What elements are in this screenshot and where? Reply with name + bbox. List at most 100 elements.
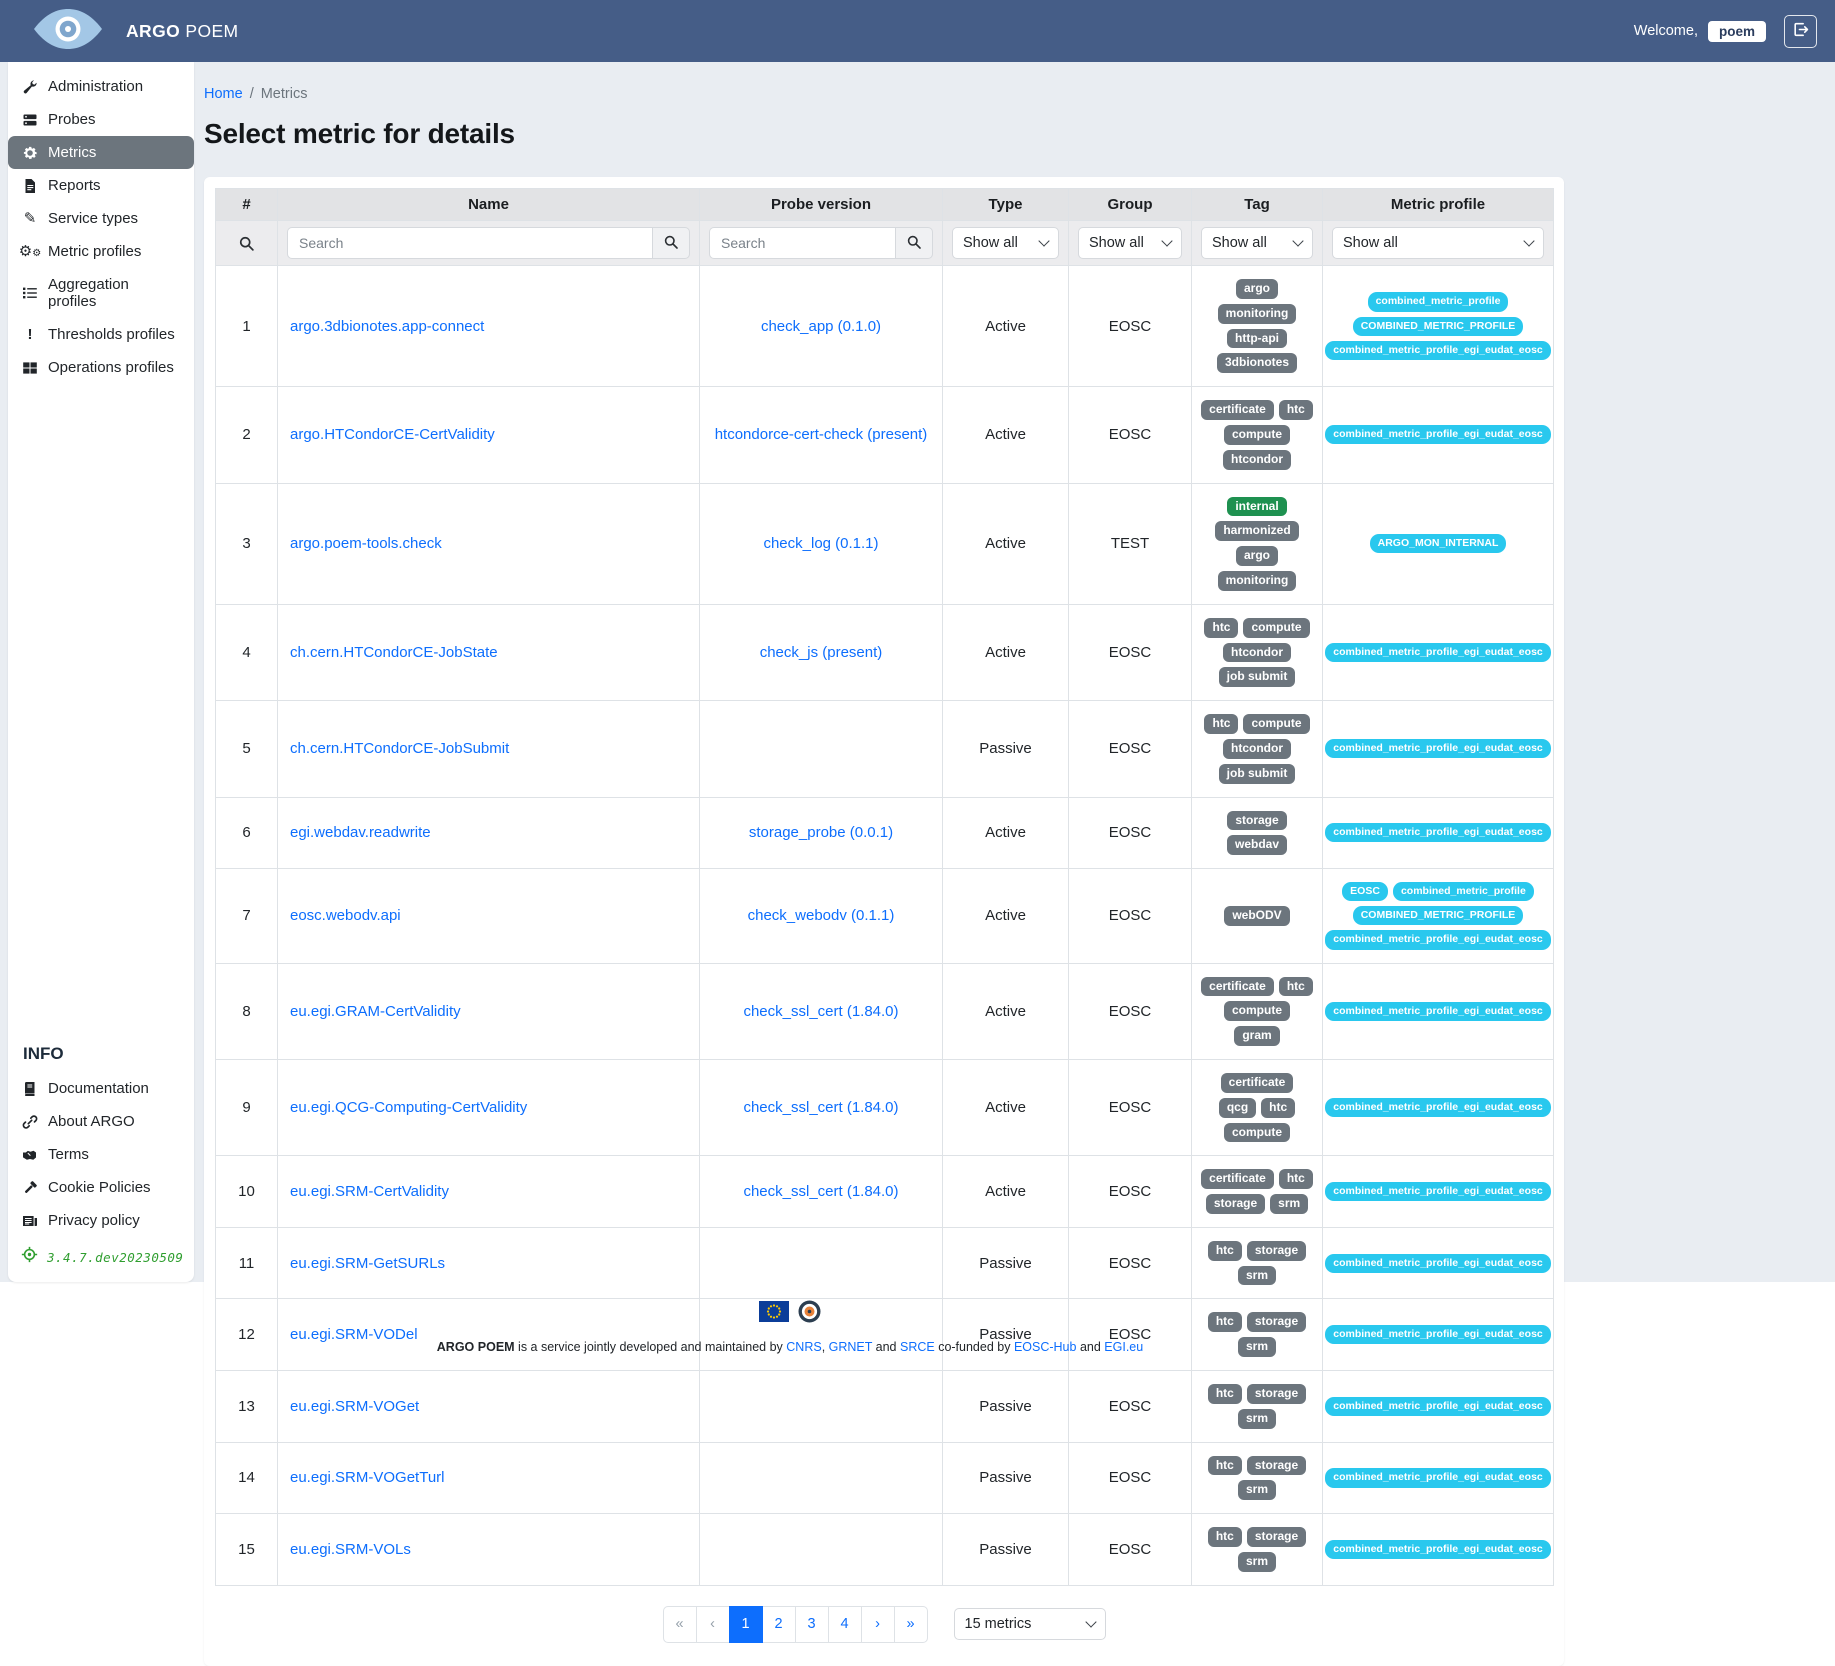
tag-badge: srm: [1237, 1337, 1276, 1358]
sidebar-item-label: Reports: [48, 177, 101, 194]
metric-name-link[interactable]: eosc.webodv.api: [290, 907, 401, 925]
footer-link-cnrs[interactable]: CNRS: [786, 1340, 822, 1354]
logout-button[interactable]: [1784, 14, 1817, 48]
sidebar-item-reports[interactable]: Reports: [8, 169, 194, 202]
col-header-name: Name: [277, 188, 700, 221]
metric-profile-badge: combined_metric_profile_egi_eudat_eosc: [1325, 930, 1551, 950]
metric-name-link[interactable]: eu.egi.GRAM-CertValidity: [290, 1002, 461, 1020]
metric-name-link[interactable]: eu.egi.SRM-VODel: [290, 1326, 418, 1344]
page-size-select[interactable]: 15 metrics: [953, 1608, 1106, 1641]
metric-name-link[interactable]: eu.egi.QCG-Computing-CertValidity: [290, 1099, 528, 1117]
footer-text-part: ,: [821, 1340, 829, 1354]
sidebar-item-aggregation-profiles[interactable]: Aggregation profiles: [8, 268, 194, 318]
username-badge: poem: [1707, 20, 1766, 42]
tag-badge: htc: [1207, 1527, 1242, 1548]
type-filter-select[interactable]: Show all: [952, 227, 1059, 259]
sidebar-item-service-types[interactable]: ✎ Service types: [8, 202, 194, 235]
table-row: 14 eu.egi.SRM-VOGetTurl Passive EOSC htc stor…: [215, 1441, 1554, 1515]
probe-version-link[interactable]: check_log (0.1.1): [763, 535, 879, 553]
tag-badge: certificate: [1201, 976, 1274, 997]
metric-group: EOSC: [1068, 1298, 1192, 1372]
tag-badge: storage: [1246, 1384, 1307, 1404]
footer-link-egi-eu[interactable]: EGI.eu: [1104, 1340, 1144, 1354]
metric-name-link[interactable]: ch.cern.HTCondorCE-JobSubmit: [290, 740, 510, 758]
footer-link-eosc-hub[interactable]: EOSC-Hub: [1013, 1340, 1077, 1354]
breadcrumb-separator: /: [249, 86, 254, 102]
metric-name-link[interactable]: argo.poem-tools.check: [290, 535, 442, 553]
sidebar-item-operations-profiles[interactable]: Operations profiles: [8, 351, 194, 384]
footer-text-part: ARGO POEM: [436, 1340, 515, 1354]
probe-version-link[interactable]: check_js (present): [759, 643, 883, 661]
sidebar-item-probes[interactable]: Probes: [8, 103, 194, 136]
page-button-»[interactable]: »: [893, 1605, 928, 1643]
page-button-›[interactable]: ›: [860, 1605, 895, 1643]
breadcrumb: Home / Metrics: [204, 86, 1835, 102]
welcome-text: Welcome,: [1633, 23, 1698, 39]
metric-name-link[interactable]: ch.cern.HTCondorCE-JobState: [290, 643, 498, 661]
page-button-«: «: [662, 1605, 697, 1643]
info-item-terms[interactable]: Terms: [8, 1138, 194, 1171]
metric-group: TEST: [1068, 482, 1192, 605]
tag-filter-select[interactable]: Show all: [1201, 227, 1313, 259]
table-row: 5 ch.cern.HTCondorCE-JobSubmit Passive EOSC…: [215, 700, 1554, 798]
page-button-1[interactable]: 1: [728, 1605, 763, 1643]
row-number: 2: [215, 386, 278, 484]
row-number: 14: [215, 1441, 278, 1515]
probe-version-link[interactable]: check_ssl_cert (1.84.0): [743, 1099, 899, 1117]
metric-name-link[interactable]: argo.3dbionotes.app-connect: [290, 317, 485, 335]
link-icon: [21, 1114, 39, 1130]
metric-profile-badge: combined_metric_profile_egi_eudat_eosc: [1325, 642, 1551, 663]
tag-badge: webdav: [1226, 835, 1287, 856]
page-button-3[interactable]: 3: [794, 1605, 829, 1643]
tag-badge: storage: [1227, 810, 1287, 831]
metric-name-link[interactable]: eu.egi.SRM-VOLs: [290, 1541, 411, 1559]
metric-type: Passive: [942, 700, 1069, 798]
sidebar-item-thresholds-profiles[interactable]: ! Thresholds profiles: [8, 318, 194, 351]
tag-badge: qcg: [1218, 1097, 1257, 1118]
metric-name-link[interactable]: eu.egi.SRM-VOGetTurl: [290, 1469, 445, 1487]
probe-version-link[interactable]: check_ssl_cert (1.84.0): [743, 1002, 899, 1020]
info-item-documentation[interactable]: Documentation: [8, 1072, 194, 1105]
metric-name-link[interactable]: egi.webdav.readwrite: [290, 824, 431, 842]
tag-badge: compute: [1243, 617, 1310, 638]
table-row: 12 eu.egi.SRM-VODel Passive EOSC htc storage s…: [215, 1298, 1554, 1372]
metric-name-link[interactable]: eu.egi.SRM-CertValidity: [290, 1183, 449, 1201]
tag-badge: monitoring: [1217, 303, 1297, 324]
sidebar-item-metric-profiles[interactable]: ⚙⚙ Metric profiles: [8, 235, 194, 268]
sidebar-item-label: Metric profiles: [48, 243, 142, 260]
probe-version-link[interactable]: storage_probe (0.0.1): [748, 824, 894, 842]
probe-version-link[interactable]: check_ssl_cert (1.84.0): [743, 1183, 899, 1201]
metric-profile-filter-select[interactable]: Show all: [1332, 227, 1544, 259]
sidebar-item-administration[interactable]: Administration: [8, 70, 194, 103]
group-filter-select[interactable]: Show all: [1078, 227, 1182, 259]
probe-version-link[interactable]: check_app (0.1.0): [760, 317, 882, 335]
name-search-input[interactable]: [287, 227, 652, 259]
col-header-group: Group: [1068, 188, 1192, 221]
info-item-privacy-policy[interactable]: Privacy policy: [8, 1204, 194, 1237]
metric-name-link[interactable]: eu.egi.SRM-VOGet: [290, 1397, 420, 1415]
metric-profile-badge: combined_metric_profile: [1392, 882, 1534, 902]
sidebar-item-metrics[interactable]: Metrics: [8, 136, 194, 169]
page-button-4[interactable]: 4: [827, 1605, 862, 1643]
info-item-about-argo[interactable]: About ARGO: [8, 1105, 194, 1138]
breadcrumb-home-link[interactable]: Home: [204, 86, 243, 102]
footer-logos: [0, 1294, 1580, 1340]
probe-search-input[interactable]: [709, 227, 895, 259]
row-number: 13: [215, 1370, 278, 1443]
metric-name-link[interactable]: eu.egi.SRM-GetSURLs: [290, 1254, 446, 1272]
probe-version-link[interactable]: check_webodv (0.1.1): [747, 907, 895, 925]
probe-search-button[interactable]: [895, 227, 933, 259]
footer-link-grnet[interactable]: GRNET: [828, 1340, 873, 1354]
info-item-cookie-policies[interactable]: Cookie Policies: [8, 1171, 194, 1204]
footer-link-srce[interactable]: SRCE: [899, 1340, 935, 1354]
name-search-button[interactable]: [652, 227, 690, 259]
table-row: 3 argo.poem-tools.check check_log (0.1.1) A…: [215, 482, 1554, 605]
page-button-2[interactable]: 2: [761, 1605, 796, 1643]
table-row: 4 ch.cern.HTCondorCE-JobState check_js (pr…: [215, 603, 1554, 702]
metric-name-link[interactable]: argo.HTCondorCE-CertValidity: [290, 426, 495, 444]
info-item-label: Privacy policy: [48, 1212, 140, 1229]
metric-group: EOSC: [1068, 1513, 1192, 1586]
row-number: 3: [215, 482, 278, 605]
probe-version-link[interactable]: htcondorce-cert-check (present): [714, 426, 928, 444]
metric-profile-badge: combined_metric_profile_egi_eudat_eosc: [1325, 1098, 1551, 1118]
